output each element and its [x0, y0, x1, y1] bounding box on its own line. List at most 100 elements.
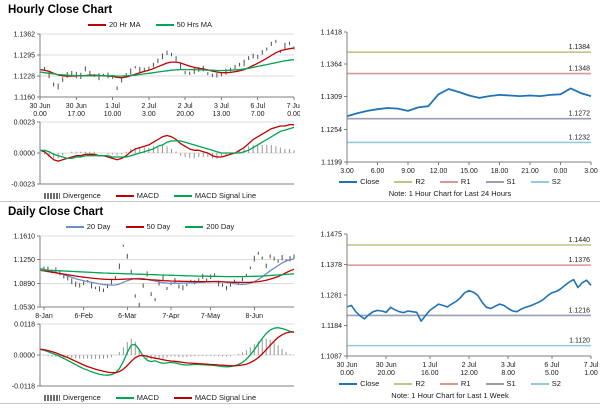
svg-text:1.1364: 1.1364: [321, 62, 343, 69]
hm-legend: 20 Hr MA 50 Hrs MA: [0, 18, 300, 31]
legend-item-20-day: 20 Day: [65, 222, 111, 231]
chart-note-24h: Note: 1 Hour Chart for Last 24 Hours: [388, 189, 512, 198]
svg-text:0.0118: 0.0118: [14, 322, 35, 329]
legend-label: Close: [360, 177, 380, 186]
legend-label: 20 Day: [86, 222, 111, 231]
svg-text:1.1160: 1.1160: [14, 95, 35, 102]
daily-close-panel: Daily Close Chart 20 Day 50 Day 200 Day 1.1…: [0, 202, 300, 404]
line-swatch-icon: [173, 396, 192, 399]
svg-text:6 Jul: 6 Jul: [544, 362, 559, 369]
line-swatch-icon: [394, 180, 413, 183]
svg-text:0.00: 0.00: [33, 111, 47, 117]
line-swatch-icon: [339, 382, 358, 385]
svg-text:7 Jul: 7 Jul: [584, 362, 599, 369]
last-24h-close-chart: 1.1384 1.1348 1.1272 1.1232 1.1418 1.1364 1.13…: [300, 27, 600, 188]
legend-label: Divergence: [62, 191, 101, 200]
svg-text:3 Jul: 3 Jul: [214, 103, 229, 110]
wk-plot-svg: 1.1440 1.1376 1.1216 1.1120 1.1475 1.1378 1.12…: [321, 232, 599, 378]
legend-item-20-hr-ma: 20 Hr MA: [87, 20, 141, 29]
legend-label: 50 Hrs MA: [176, 20, 213, 29]
legend-label: R1: [460, 379, 471, 388]
svg-text:3 Jul: 3 Jul: [501, 362, 516, 369]
svg-text:1.1610: 1.1610: [14, 234, 36, 241]
legend-label: MACD Signal Line: [194, 191, 257, 200]
svg-text:1.1272: 1.1272: [569, 111, 591, 118]
last-week-panel: 1.1440 1.1376 1.1216 1.1120 1.1475 1.1378 1.12…: [300, 202, 600, 404]
svg-text:9.00: 9.00: [401, 168, 415, 175]
svg-text:7.00: 7.00: [251, 111, 265, 117]
svg-text:2 Jul: 2 Jul: [178, 103, 193, 110]
legend-item-r1: R1: [439, 379, 471, 388]
svg-text:6-Feb: 6-Feb: [75, 313, 93, 319]
svg-text:3.00: 3.00: [142, 111, 156, 117]
daily-chart-title: Daily Close Chart: [8, 206, 104, 218]
legend-item-r1: R1: [439, 177, 471, 186]
line-swatch-icon: [485, 382, 504, 385]
svg-text:6 Jul: 6 Jul: [250, 103, 265, 110]
legend-label: MACD: [136, 393, 159, 402]
legend-label: S1: [506, 177, 516, 186]
dmacd-legend: Divergence MACD MACD Signal Line: [0, 391, 300, 403]
svg-text:1 Jul: 1 Jul: [422, 362, 437, 369]
line-swatch-icon: [530, 382, 549, 385]
svg-text:30 Jun: 30 Jun: [29, 103, 50, 110]
svg-text:1.1309: 1.1309: [321, 94, 343, 101]
legend-item-s1: S1: [485, 177, 516, 186]
hourly-close-panel: Hourly Close Chart 20 Hr MA 50 Hrs MA 1.13…: [0, 0, 300, 202]
daily-macd-chart: 0.0118 0.0000 -0.0118 Divergence MACD MACD Si…: [0, 319, 300, 403]
legend-item-macd-signal-line: MACD Signal Line: [173, 191, 257, 200]
svg-text:1.1348: 1.1348: [569, 66, 591, 73]
svg-text:-0.0118: -0.0118: [12, 384, 35, 391]
svg-text:1.1199: 1.1199: [321, 160, 342, 167]
svg-text:1.0530: 1.0530: [14, 305, 36, 312]
legend-label: Divergence: [62, 393, 101, 402]
line-swatch-icon: [125, 225, 144, 228]
svg-text:1.1362: 1.1362: [14, 32, 36, 39]
svg-text:1.1378: 1.1378: [321, 262, 343, 269]
last-24h-panel: 1.1384 1.1348 1.1272 1.1232 1.1418 1.1364 1.13…: [300, 0, 600, 202]
svg-text:8-Jun: 8-Jun: [246, 313, 264, 319]
legend-label: S2: [551, 177, 561, 186]
svg-text:0.00: 0.00: [340, 370, 354, 377]
svg-text:10.00: 10.00: [104, 111, 122, 117]
svg-text:15.00: 15.00: [460, 168, 478, 175]
svg-text:8.00: 8.00: [501, 370, 515, 377]
line-swatch-icon: [394, 382, 413, 385]
svg-text:8-Jan: 8-Jan: [35, 313, 53, 319]
wk-legend: Close R2 R1 S1 S2: [300, 377, 600, 390]
svg-text:30 Jun: 30 Jun: [336, 362, 357, 369]
h24-legend: Close R2 R1 S1 S2: [300, 175, 600, 188]
svg-text:1.1440: 1.1440: [569, 237, 591, 244]
legend-item-r2: R2: [394, 177, 425, 186]
svg-text:5.00: 5.00: [545, 370, 559, 377]
svg-text:1.1254: 1.1254: [321, 127, 343, 134]
svg-text:1.1418: 1.1418: [321, 30, 343, 37]
legend-item-close: Close: [339, 379, 379, 388]
svg-text:0.00: 0.00: [554, 168, 568, 175]
svg-text:1.1475: 1.1475: [321, 232, 343, 239]
legend-item-macd-signal-line: MACD Signal Line: [173, 393, 256, 402]
histogram-swatch-icon: [43, 192, 60, 199]
svg-text:3.00: 3.00: [340, 168, 354, 175]
svg-text:16.00: 16.00: [421, 370, 439, 377]
svg-text:1.1232: 1.1232: [569, 134, 591, 141]
svg-text:1.1087: 1.1087: [321, 354, 343, 361]
svg-text:20.00: 20.00: [377, 370, 395, 377]
legend-item-s1: S1: [485, 379, 516, 388]
legend-item-s2: S2: [530, 379, 561, 388]
hourly-macd-chart: 0.0023 0.0000 -0.0023 Divergence MACD MACD Si…: [0, 117, 300, 201]
svg-text:1.1376: 1.1376: [569, 257, 591, 264]
line-swatch-icon: [339, 180, 358, 183]
line-swatch-icon: [65, 225, 84, 228]
line-swatch-icon: [173, 194, 192, 197]
svg-text:1.1295: 1.1295: [14, 52, 36, 59]
svg-text:6.00: 6.00: [371, 168, 385, 175]
legend-label: 50 Day: [146, 222, 171, 231]
legend-item-r2: R2: [394, 379, 425, 388]
legend-item-divergence: Divergence: [43, 191, 101, 200]
svg-text:1.1384: 1.1384: [569, 44, 591, 51]
line-swatch-icon: [530, 180, 549, 183]
svg-text:1.1216: 1.1216: [569, 307, 591, 314]
hourly-price-chart: 20 Hr MA 50 Hrs MA 1.1362 1.1295 1.1228 1.116…: [0, 18, 300, 117]
